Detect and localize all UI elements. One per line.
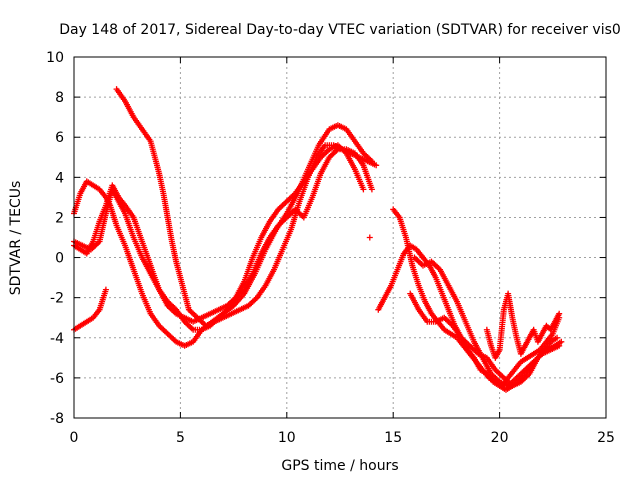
track-b-point-266 [360, 186, 367, 193]
y-tick-label: 2 [55, 210, 64, 226]
x-tick-label: 20 [491, 430, 509, 446]
y-tick-label: 4 [55, 170, 64, 186]
y-axis-label: SDTVAR / TECUs [8, 181, 24, 296]
track-d-point-265 [373, 162, 380, 169]
y-tick-label: -4 [50, 331, 64, 347]
isolated-point-0 [366, 234, 373, 241]
axis-ticks [73, 56, 607, 419]
x-tick-label: 15 [384, 430, 402, 446]
data-points [71, 86, 565, 393]
tick-labels: 0 5 10 15 20 25 -8 -6 -4 -2 0 2 4 6 8 10 [46, 50, 615, 446]
x-tick-label: 5 [176, 430, 185, 446]
track-c-point-273 [368, 186, 375, 193]
y-tick-label: -2 [50, 291, 64, 307]
track-i-point-118 [556, 342, 563, 349]
plot-frame [73, 56, 607, 419]
x-tick-label: 10 [278, 430, 296, 446]
y-tick-label: 6 [55, 130, 64, 146]
track-f-point-160 [554, 334, 561, 341]
track-h-point-109 [558, 338, 565, 345]
chart-title: Day 148 of 2017, Sidereal Day-to-day VTE… [59, 22, 621, 38]
track-j-point-120 [556, 310, 563, 317]
x-tick-label: 0 [70, 430, 79, 446]
y-tick-label: -6 [50, 371, 64, 387]
track-e-point-27 [102, 286, 109, 293]
y-tick-label: -8 [50, 411, 64, 427]
y-tick-label: 10 [46, 50, 64, 66]
y-tick-label: 0 [55, 251, 64, 267]
y-tick-label: 8 [55, 90, 64, 106]
x-tick-label: 25 [597, 430, 615, 446]
x-axis-label: GPS time / hours [281, 458, 398, 474]
